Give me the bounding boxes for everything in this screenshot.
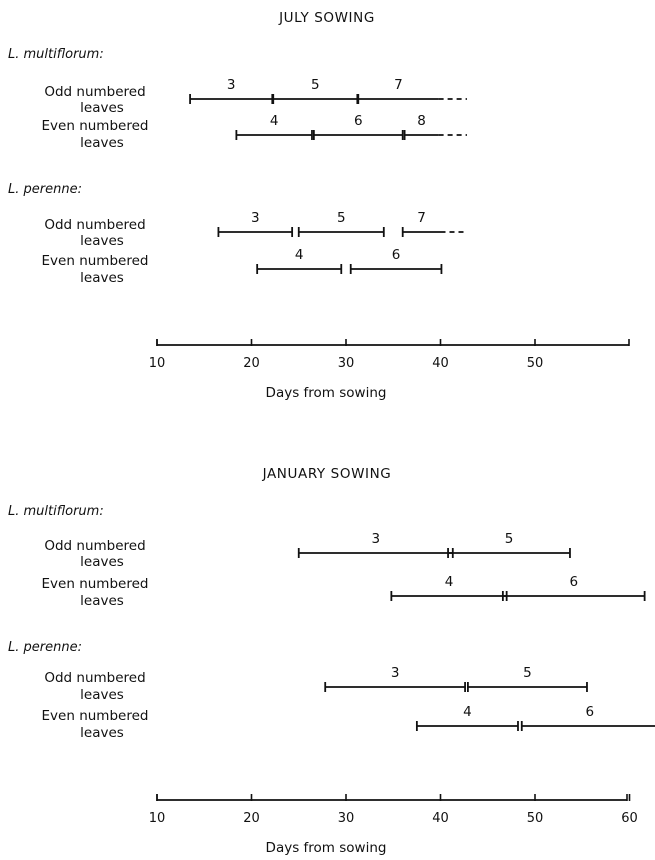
leaf-number-label: 8 xyxy=(417,113,426,129)
x-tick-label: 20 xyxy=(243,356,260,371)
x-tick-label: 10 xyxy=(149,811,166,826)
row-label: leaves xyxy=(80,554,124,570)
x-tick-label: 30 xyxy=(338,811,355,826)
chart-title: JULY SOWING xyxy=(278,10,375,26)
leaf-number-label: 6 xyxy=(392,247,401,263)
leaf-number-label: 4 xyxy=(445,574,454,590)
row-label: Even numbered xyxy=(42,253,149,269)
row-label: Even numbered xyxy=(42,708,149,724)
leaf-number-label: 5 xyxy=(311,77,320,93)
row-label: Odd numbered xyxy=(44,84,145,100)
leaf-number-label: 4 xyxy=(270,113,279,129)
row-label: leaves xyxy=(80,270,124,286)
leaf-number-label: 4 xyxy=(295,247,304,263)
row-label: Odd numbered xyxy=(44,538,145,554)
x-tick-label: 50 xyxy=(527,356,544,371)
x-tick-label: 20 xyxy=(243,811,260,826)
row-label: Odd numbered xyxy=(44,670,145,686)
leaf-number-label: 7 xyxy=(417,210,426,226)
x-tick-label: 40 xyxy=(432,811,449,826)
species-label: L. multiflorum: xyxy=(8,47,104,62)
leaf-number-label: 5 xyxy=(337,210,346,226)
leaf-number-label: 4 xyxy=(463,704,472,720)
x-axis-label: Days from sowing xyxy=(266,840,387,856)
species-label: L. multiflorum: xyxy=(8,504,104,519)
species-label: L. perenne: xyxy=(8,182,82,197)
x-tick-label: 60 xyxy=(621,811,638,826)
leaf-number-label: 3 xyxy=(391,665,400,681)
row-label: leaves xyxy=(80,100,124,116)
leaf-number-label: 3 xyxy=(227,77,236,93)
row-label: leaves xyxy=(80,725,124,741)
x-tick-label: 40 xyxy=(432,356,449,371)
row-label: Even numbered xyxy=(42,118,149,134)
leaf-number-label: 6 xyxy=(569,574,578,590)
row-label: leaves xyxy=(80,593,124,609)
species-label: L. perenne: xyxy=(8,640,82,655)
leaf-number-label: 7 xyxy=(394,77,403,93)
leaf-number-label: 6 xyxy=(586,704,595,720)
row-label: Even numbered xyxy=(42,576,149,592)
leaf-number-label: 5 xyxy=(505,531,514,547)
x-axis-label: Days from sowing xyxy=(266,385,387,401)
row-label: Odd numbered xyxy=(44,217,145,233)
x-tick-label: 30 xyxy=(338,356,355,371)
leaf-number-label: 3 xyxy=(251,210,260,226)
chart-title: JANUARY SOWING xyxy=(262,466,392,482)
row-label: leaves xyxy=(80,135,124,151)
leaf-number-label: 6 xyxy=(354,113,363,129)
leaf-number-label: 3 xyxy=(371,531,380,547)
row-label: leaves xyxy=(80,687,124,703)
x-tick-label: 50 xyxy=(527,811,544,826)
leaf-number-label: 5 xyxy=(523,665,532,681)
x-tick-label: 10 xyxy=(149,356,166,371)
row-label: leaves xyxy=(80,233,124,249)
